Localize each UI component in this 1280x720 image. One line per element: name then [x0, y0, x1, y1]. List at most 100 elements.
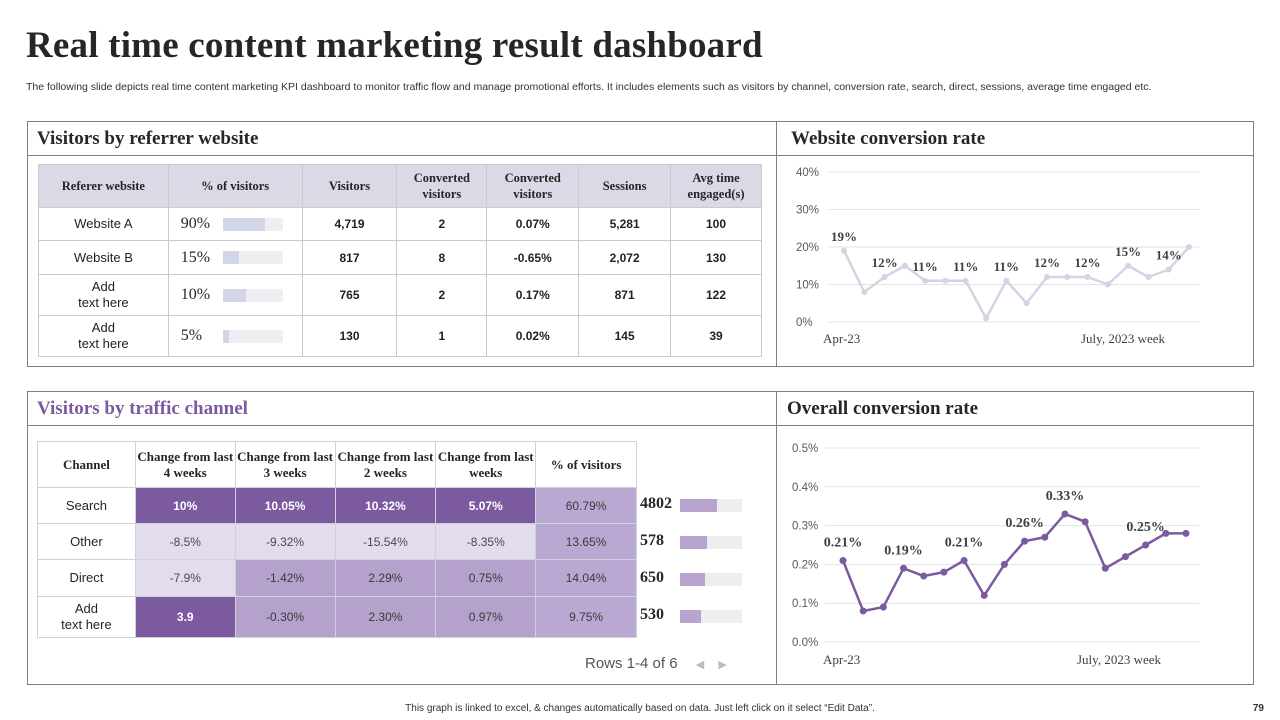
y-tick-label: 0.2% — [792, 559, 818, 571]
data-point — [1145, 274, 1152, 280]
referrer-table: Referer website % of visitors Visitors C… — [38, 164, 762, 357]
pct-bar-fill — [222, 329, 229, 343]
y-tick-label: 0.3% — [792, 521, 818, 533]
visitor-bar-fill — [680, 499, 718, 512]
data-label: 0.19% — [884, 543, 923, 558]
pct-visitors-value: 90% — [180, 215, 211, 232]
channel-cell: Other — [37, 523, 136, 560]
prev-page-icon[interactable]: ◀ — [695, 659, 705, 671]
y-tick-label: 0.0% — [792, 637, 818, 649]
change-w4-cell: -7.9% — [134, 559, 236, 597]
change-w1-cell: 0.97% — [435, 596, 537, 638]
data-point — [1101, 564, 1109, 572]
change-w3-cell: 10.05% — [234, 487, 336, 524]
table-row: Website A 90% 4,719 2 0.07% 5,281 100 — [38, 207, 762, 241]
visitor-bar-fill — [680, 536, 707, 549]
data-point — [1043, 274, 1050, 280]
pct-visitors-cell: 10% — [167, 274, 303, 316]
data-label: 0.33% — [1046, 489, 1085, 504]
change-w3-cell: -0.30% — [234, 596, 336, 638]
visitor-count: 650 — [640, 569, 664, 586]
data-point — [980, 591, 988, 599]
header-channel: Channel — [37, 441, 136, 488]
website-conversion-chart: 40% 30% 20% 10% 0% Apr-23 July, 2023 week 19% 12… — [796, 167, 1199, 346]
table-row: Website B 15% 817 8 -0.65% 2,072 130 — [38, 240, 762, 275]
avg-cell: 130 — [670, 240, 762, 275]
data-point — [881, 274, 888, 280]
overall-conversion-title: Overall conversion rate — [777, 392, 1254, 426]
conv-rate-cell: 0.17% — [486, 274, 580, 316]
referer-site-cell: Add text here — [38, 274, 169, 316]
x-axis-label-end: July, 2023 week — [1081, 331, 1166, 346]
channel-cell: Add text here — [37, 596, 136, 638]
visitors-cell: 4,719 — [301, 207, 398, 241]
sessions-cell: 145 — [578, 315, 672, 357]
pct-visitors-value: 10% — [180, 286, 211, 303]
avg-cell: 100 — [670, 207, 762, 241]
y-tick-label: 0% — [796, 317, 813, 329]
table-row: Add text here 5% 130 1 0.02% 145 39 — [38, 315, 762, 357]
pct-bar-fill — [222, 217, 265, 231]
data-point — [1186, 244, 1192, 250]
pager-label: Rows 1-4 of 6 — [585, 655, 678, 672]
referer-site-cell: Website A — [38, 207, 169, 241]
data-point — [1162, 529, 1170, 537]
referer-site-cell: Add text here — [38, 315, 169, 357]
pct-visitors-cell: 15% — [167, 240, 303, 275]
avg-cell: 39 — [670, 315, 762, 357]
data-point — [1003, 277, 1010, 284]
data-point — [983, 315, 990, 322]
traffic-panel-title: Visitors by traffic channel — [28, 392, 777, 426]
header-sessions: Sessions — [578, 164, 672, 208]
data-point — [962, 277, 969, 284]
visitors-cell: 817 — [301, 240, 398, 275]
footer-note: This graph is linked to excel, & changes… — [405, 703, 875, 714]
next-page-icon[interactable]: ▶ — [718, 659, 727, 671]
table-pager: Rows 1-4 of 6 ◀ ▶ — [585, 655, 727, 672]
data-label: 0.21% — [945, 536, 984, 551]
data-point — [1104, 281, 1111, 288]
header-visitors: Visitors — [301, 164, 398, 208]
pct-visitors-cell: 90% — [167, 207, 303, 241]
page-title: Real time content marketing result dashb… — [26, 25, 763, 66]
conv-cell: 2 — [396, 274, 488, 316]
data-point — [1000, 560, 1008, 568]
data-point — [1084, 274, 1091, 280]
conv-cell: 1 — [396, 315, 488, 357]
data-point — [1023, 300, 1030, 307]
table-row: Add text here 10% 765 2 0.17% 871 122 — [38, 274, 762, 316]
y-tick-label: 0.1% — [792, 598, 818, 610]
referrer-panel: Visitors by referrer website Referer web… — [27, 121, 777, 367]
x-axis-label-start: Apr-23 — [823, 652, 860, 667]
data-point — [940, 568, 948, 576]
x-axis-label-start: Apr-23 — [823, 331, 860, 346]
y-tick-label: 10% — [796, 280, 819, 292]
data-label: 0.25% — [1126, 520, 1165, 535]
data-point — [1165, 266, 1172, 273]
y-tick-label: 0.5% — [792, 443, 818, 455]
data-label: 11% — [994, 259, 1019, 274]
data-label: 15% — [1115, 244, 1141, 259]
pct-bar-track — [222, 288, 283, 302]
data-label: 11% — [913, 259, 938, 274]
data-point — [942, 277, 949, 284]
data-label: 0.26% — [1005, 516, 1044, 531]
data-point — [1064, 274, 1071, 280]
visitor-bar-fill — [680, 573, 705, 586]
change-w4-cell: 3.9 — [134, 596, 236, 638]
data-point — [960, 557, 968, 565]
data-point — [900, 564, 908, 572]
sessions-cell: 5,281 — [578, 207, 672, 241]
data-label: 12% — [1034, 255, 1060, 270]
channel-pct-cell: 14.04% — [535, 559, 637, 597]
y-tick-label: 30% — [796, 205, 819, 217]
data-point — [1121, 553, 1129, 561]
change-w4-cell: 10% — [134, 487, 236, 524]
header-avg-time: Avg time engaged(s) — [670, 164, 762, 208]
pct-bar-track — [222, 329, 283, 343]
change-w3-cell: -9.32% — [234, 523, 336, 560]
channel-pct-cell: 13.65% — [535, 523, 637, 560]
visitor-count: 530 — [640, 606, 664, 623]
y-tick-label: 0.4% — [792, 482, 818, 494]
conv-rate-cell: 0.02% — [486, 315, 580, 357]
